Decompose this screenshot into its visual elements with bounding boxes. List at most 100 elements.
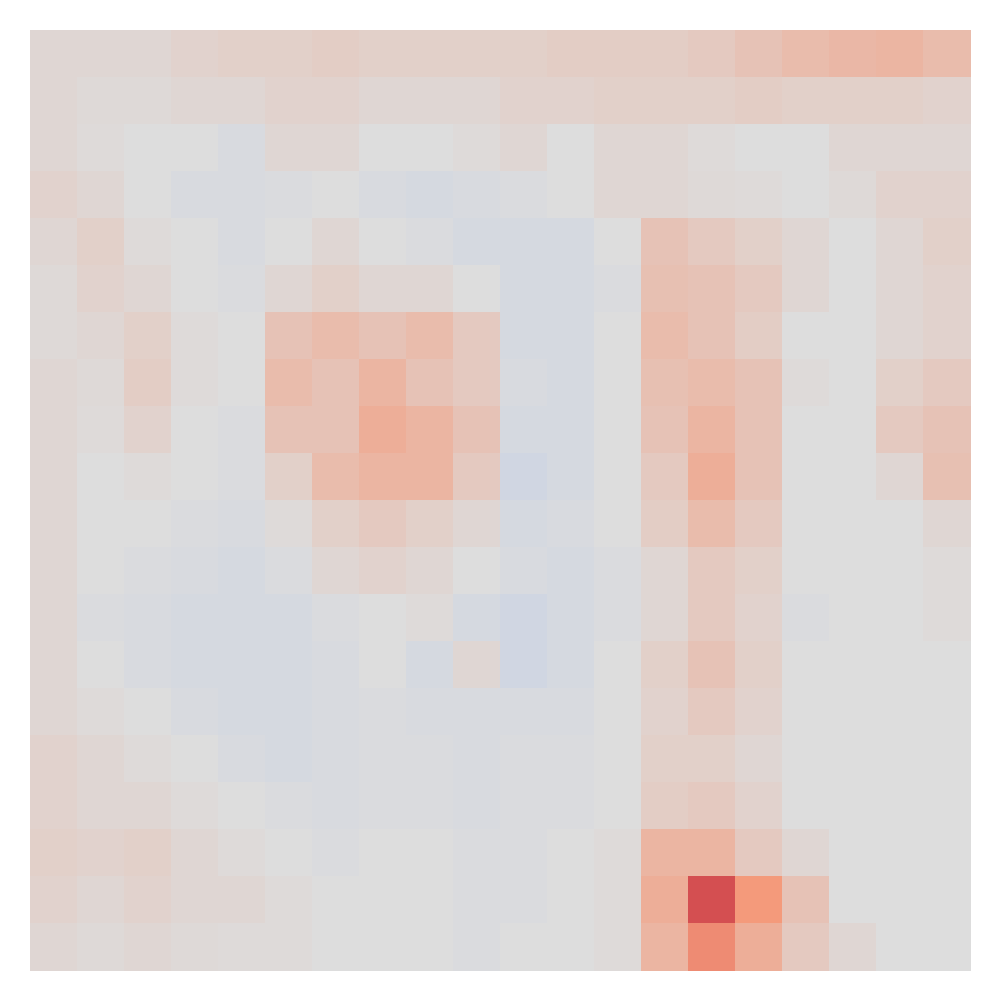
heat-cell bbox=[453, 218, 501, 266]
heat-cell bbox=[359, 829, 407, 877]
heat-cell bbox=[547, 359, 595, 407]
heat-cell bbox=[453, 876, 501, 924]
heat-cell bbox=[218, 876, 266, 924]
heat-cell bbox=[594, 453, 642, 501]
heat-cell bbox=[923, 641, 971, 689]
heat-cell bbox=[782, 77, 830, 125]
heat-cell bbox=[594, 829, 642, 877]
heat-cell bbox=[547, 218, 595, 266]
heat-cell bbox=[782, 265, 830, 313]
heat-cell bbox=[453, 124, 501, 172]
heat-cell bbox=[124, 876, 172, 924]
heat-cell bbox=[171, 359, 219, 407]
heat-cell bbox=[923, 406, 971, 454]
heat-cell bbox=[312, 171, 360, 219]
heat-cell bbox=[171, 735, 219, 783]
heat-cell bbox=[500, 876, 548, 924]
heat-cell bbox=[782, 829, 830, 877]
heat-cell bbox=[594, 923, 642, 971]
heat-cell bbox=[829, 171, 877, 219]
heat-cell bbox=[735, 359, 783, 407]
heat-cell bbox=[30, 312, 78, 360]
heat-cell bbox=[124, 688, 172, 736]
heat-cell bbox=[77, 500, 125, 548]
heat-cell bbox=[265, 218, 313, 266]
heat-cell bbox=[218, 641, 266, 689]
heat-cell bbox=[124, 453, 172, 501]
heat-cell bbox=[124, 735, 172, 783]
heat-cell bbox=[218, 171, 266, 219]
heat-cell bbox=[406, 30, 454, 78]
heat-cell bbox=[218, 500, 266, 548]
heat-cell bbox=[594, 312, 642, 360]
heat-cell bbox=[30, 641, 78, 689]
heat-cell bbox=[406, 453, 454, 501]
heat-cell bbox=[829, 594, 877, 642]
heat-cell bbox=[359, 594, 407, 642]
heat-cell bbox=[30, 735, 78, 783]
heat-cell bbox=[171, 641, 219, 689]
heat-cell bbox=[876, 218, 924, 266]
heat-cell bbox=[641, 265, 689, 313]
heat-cell bbox=[30, 876, 78, 924]
heat-cell bbox=[312, 312, 360, 360]
heat-cell bbox=[171, 218, 219, 266]
heat-cell bbox=[312, 923, 360, 971]
heat-cell bbox=[688, 500, 736, 548]
heat-cell bbox=[829, 876, 877, 924]
heat-cell bbox=[641, 171, 689, 219]
heat-cell bbox=[30, 923, 78, 971]
heat-cell bbox=[500, 265, 548, 313]
heat-cell bbox=[359, 265, 407, 313]
heat-cell bbox=[312, 124, 360, 172]
heat-cell bbox=[547, 829, 595, 877]
heat-cell bbox=[735, 876, 783, 924]
heat-cell bbox=[829, 30, 877, 78]
heat-cell bbox=[547, 782, 595, 830]
heat-cell bbox=[265, 406, 313, 454]
heat-cell bbox=[77, 876, 125, 924]
heat-cell bbox=[265, 312, 313, 360]
heat-cell bbox=[312, 594, 360, 642]
heat-cell bbox=[453, 500, 501, 548]
heat-cell bbox=[406, 359, 454, 407]
heat-cell bbox=[547, 124, 595, 172]
heat-cell bbox=[829, 735, 877, 783]
heat-cell bbox=[594, 77, 642, 125]
heat-cell bbox=[171, 876, 219, 924]
heat-cell bbox=[171, 30, 219, 78]
heat-cell bbox=[923, 829, 971, 877]
heat-cell bbox=[876, 265, 924, 313]
heat-cell bbox=[735, 641, 783, 689]
heat-cell bbox=[124, 312, 172, 360]
heat-cell bbox=[312, 30, 360, 78]
heat-cell bbox=[547, 265, 595, 313]
heat-cell bbox=[735, 829, 783, 877]
heat-cell bbox=[641, 500, 689, 548]
heat-cell bbox=[923, 312, 971, 360]
heat-cell bbox=[688, 688, 736, 736]
heat-cell bbox=[359, 30, 407, 78]
heat-cell bbox=[30, 218, 78, 266]
heat-cell bbox=[218, 829, 266, 877]
heat-cell bbox=[876, 782, 924, 830]
heat-cell bbox=[312, 688, 360, 736]
heat-cell bbox=[77, 312, 125, 360]
heat-cell bbox=[77, 359, 125, 407]
heat-cell bbox=[124, 265, 172, 313]
heat-cell bbox=[124, 547, 172, 595]
heat-cell bbox=[359, 500, 407, 548]
heat-cell bbox=[829, 453, 877, 501]
heat-cell bbox=[876, 594, 924, 642]
heat-cell bbox=[265, 453, 313, 501]
heat-cell bbox=[171, 829, 219, 877]
heatmap-chart bbox=[0, 0, 1000, 1000]
heat-cell bbox=[829, 265, 877, 313]
heat-cell bbox=[547, 453, 595, 501]
heat-cell bbox=[876, 641, 924, 689]
heat-cell bbox=[782, 782, 830, 830]
heat-cell bbox=[923, 124, 971, 172]
heat-cell bbox=[453, 688, 501, 736]
heat-cell bbox=[782, 359, 830, 407]
heat-cell bbox=[406, 641, 454, 689]
